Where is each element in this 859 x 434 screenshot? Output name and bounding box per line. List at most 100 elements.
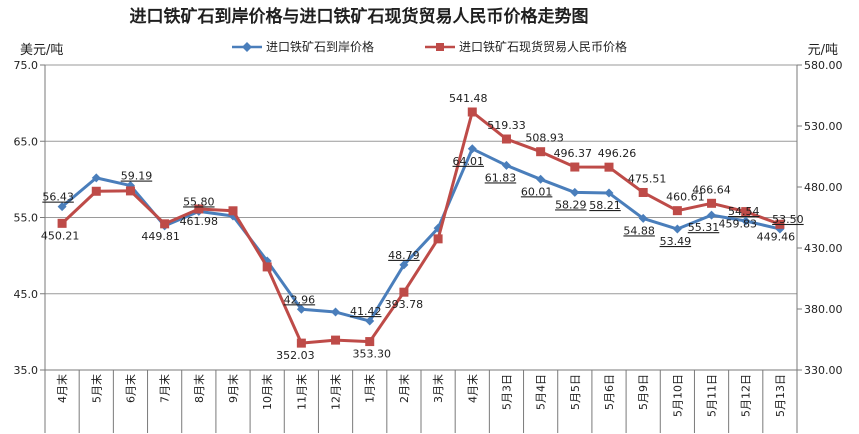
series-point-rmb-spot-price [228,206,238,216]
chart-title: 进口铁矿石到岸价格与进口铁矿石现货贸易人民币价格走势图 [130,6,589,27]
x-tick-label: 2月末 [397,374,411,403]
data-label-cif-price: 54.54 [728,205,760,218]
left-tick-label: 45.0 [14,288,39,301]
series-point-cif-price [741,216,751,226]
series-point-rmb-spot-price [741,207,751,217]
data-label-rmb-spot-price: 496.26 [598,147,637,160]
data-label-rmb-spot-price: 460.61 [666,191,705,204]
series-point-rmb-spot-price [775,219,785,229]
x-tick-label: 3月末 [431,374,445,403]
series-point-rmb-spot-price [57,218,67,228]
x-tick-label: 12月末 [329,374,343,410]
series-point-rmb-spot-price [433,234,443,244]
x-tick-label: 5月4日 [535,374,548,410]
data-label-rmb-spot-price: 461.98 [180,215,219,228]
data-label-cif-price: 48.79 [388,249,420,262]
series-point-rmb-spot-price [331,335,341,345]
x-tick-label: 6月末 [123,374,137,403]
series-point-cif-price [57,202,67,212]
data-label-cif-price: 55.31 [688,221,720,234]
x-tick-label: 1月末 [363,374,377,403]
series-point-rmb-spot-price [638,187,648,197]
series-point-rmb-spot-price [365,337,375,347]
right-tick-label: 530.00 [804,120,843,133]
series-point-cif-price [707,210,717,220]
left-tick-label: 65.0 [14,135,39,148]
right-axis-unit: 元/吨 [808,43,838,58]
right-tick-label: 330.00 [804,364,843,377]
series-point-cif-price [638,213,648,223]
series-point-cif-price [501,160,511,170]
data-label-cif-price: 58.21 [589,199,621,212]
series-point-rmb-spot-price [91,186,101,196]
left-tick-label: 35.0 [14,364,39,377]
legend-marker-right [436,43,444,51]
series-line-rmb-spot-price [61,110,781,345]
x-tick-label: 5月5日 [569,374,582,410]
series-point-rmb-spot-price [501,134,511,144]
legend-label-right: 进口铁矿石现货贸易人民币价格 [459,39,627,54]
axes: 35.0 45.0 55.0 65.0 75.0 330.00 380.00 430.00 48… [14,59,843,433]
data-label-cif-price: 53.49 [660,235,692,248]
x-tick-label: 8月末 [192,374,206,403]
x-tick-label: 10月末 [260,374,274,410]
data-label-rmb-spot-price: 475.51 [628,172,667,185]
right-tick-label: 430.00 [804,242,843,255]
x-tick-label: 5月末 [89,374,103,403]
series-point-cif-price [365,316,375,326]
series-point-rmb-spot-price [604,162,614,172]
series-lines [57,107,785,348]
series-point-rmb-spot-price [570,162,580,172]
series-point-cif-price [296,304,306,314]
data-label-cif-price: 55.80 [183,195,215,208]
series-point-cif-price [570,187,580,197]
x-tick-label: 5月3日 [500,374,513,410]
legend: 进口铁矿石到岸价格 进口铁矿石现货贸易人民币价格 [232,39,627,54]
data-label-cif-price: 64.01 [453,155,485,168]
series-point-cif-price [467,144,477,154]
series-point-cif-price [604,188,614,198]
series-point-cif-price [399,260,409,270]
data-label-cif-price: 59.19 [121,170,153,183]
data-label-cif-price: 60.01 [521,185,553,198]
data-label-rmb-spot-price: 352.03 [276,349,315,362]
series-point-rmb-spot-price [467,107,477,117]
data-label-cif-price: 53.50 [772,213,804,226]
data-label-rmb-spot-price: 519.33 [487,119,526,132]
left-tick-label: 75.0 [14,59,39,72]
data-label-rmb-spot-price: 450.21 [41,229,80,242]
data-label-rmb-spot-price: 353.30 [352,348,391,361]
x-tick-label: 4月末 [465,374,479,403]
x-tick-label: 7月末 [158,374,172,403]
data-label-cif-price: 61.83 [485,171,517,184]
x-tick-label: 5月11日 [706,374,719,417]
x-tick-label: 5月12日 [740,374,753,417]
series-point-cif-price [331,307,341,317]
right-tick-label: 480.00 [804,181,843,194]
left-axis-unit: 美元/吨 [20,43,63,58]
series-point-cif-price [536,174,546,184]
x-tick-label: 5月6日 [603,374,616,410]
series-point-rmb-spot-price [125,186,135,196]
data-labels: 56.43 59.19 55.80 42.96 41.42 48.79 64.0161.83… [41,92,804,362]
x-tick-label: 5月10日 [671,374,684,417]
data-label-rmb-spot-price: 459.83 [718,218,757,231]
x-tick-label: 11月末 [294,374,308,410]
data-label-cif-price: 42.96 [284,293,316,306]
series-point-rmb-spot-price [160,219,170,229]
left-tick-label: 55.0 [14,212,39,225]
data-label-rmb-spot-price: 541.48 [449,92,488,105]
right-tick-label: 580.00 [804,59,843,72]
data-label-cif-price: 58.29 [555,198,587,211]
series-point-rmb-spot-price [672,206,682,216]
data-label-cif-price: 56.43 [42,191,74,204]
x-tick-label: 9月末 [226,374,240,403]
legend-label-left: 进口铁矿石到岸价格 [266,39,374,54]
data-label-cif-price: 54.88 [623,224,655,237]
x-tick-label: 5月13日 [774,374,787,417]
series-point-cif-price [672,224,682,234]
series-point-cif-price [91,173,101,183]
data-label-rmb-spot-price: 449.46 [757,230,796,243]
legend-item-left: 进口铁矿石到岸价格 [232,39,374,54]
